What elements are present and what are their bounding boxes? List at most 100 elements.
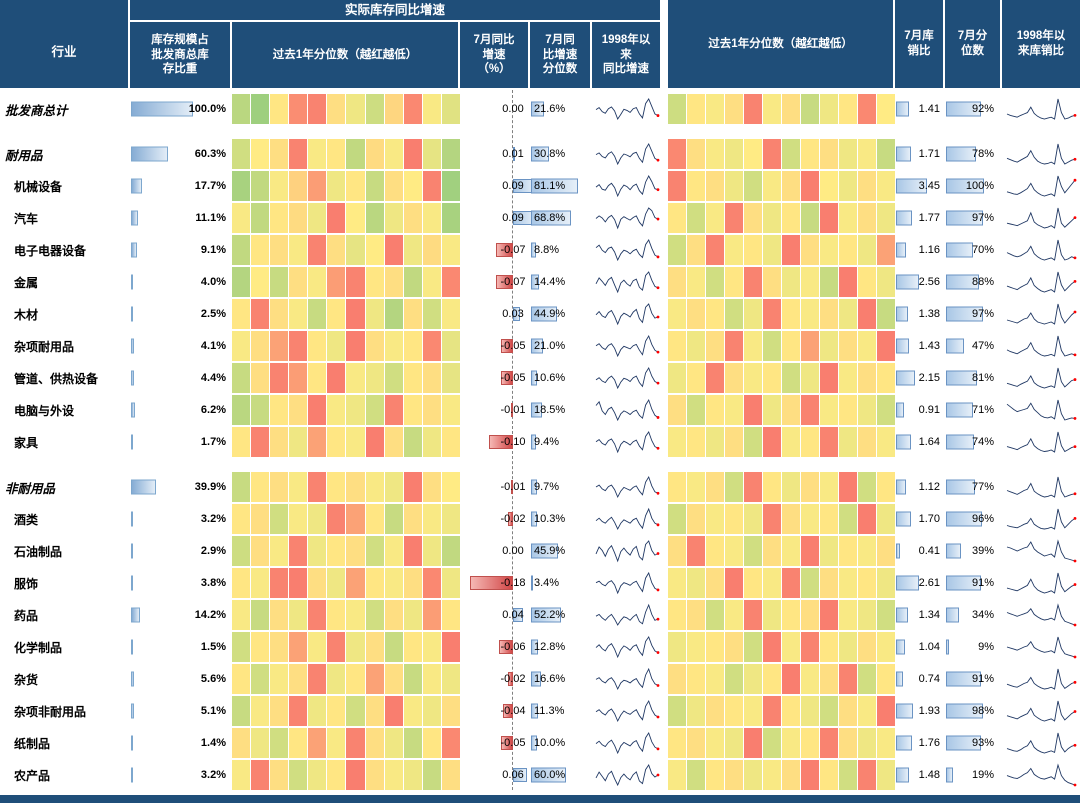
industry-label: 耐用品: [5, 148, 43, 163]
percentile-heatmap-left: [232, 234, 460, 266]
heatmap-cell: [858, 536, 876, 566]
yoy-percentile-bar: [531, 210, 571, 226]
heatmap-cell: [668, 536, 686, 566]
heatmap-cell: [232, 139, 251, 169]
yoy-percentile-bar: [531, 735, 537, 751]
inventory-sales-ratio-value: 0.91: [918, 404, 940, 416]
heatmap-cell: [858, 94, 876, 124]
heatmap-cell: [365, 363, 384, 393]
yoy-history-sparkline: [595, 303, 660, 326]
heatmap-cell: [877, 728, 895, 758]
heatmap-cell: [384, 395, 403, 425]
heatmap-cell: [782, 696, 800, 726]
industry-label: 农产品: [14, 768, 51, 783]
heatmap-cell: [706, 427, 724, 457]
heatmap-cell: [327, 235, 346, 265]
industry-label: 化学制品: [14, 640, 63, 655]
heatmap-cell: [289, 235, 308, 265]
heatmap-cell: [877, 267, 895, 297]
ratio-percentile-value: 74%: [971, 436, 994, 448]
heatmap-cell: [346, 472, 365, 502]
col-header-industry: 行业: [0, 0, 130, 88]
col-header-july-yoy-percentile: 7月同 比增速 分位数: [530, 22, 592, 88]
ratio-history-cell: [1002, 567, 1080, 599]
inventory-sales-ratio-cell: 1.43: [895, 330, 945, 362]
heatmap-cell: [725, 203, 743, 233]
july-yoy-value: -0.01: [500, 481, 526, 493]
ratio-percentile-value: 19%: [971, 769, 994, 781]
heatmap-cell: [687, 760, 705, 790]
heatmap-cell: [403, 235, 422, 265]
ratio-history-sparkline: [1006, 572, 1077, 594]
ratio-percentile-cell: 92%: [945, 93, 1002, 125]
july-yoy-cell: -0.07: [460, 234, 530, 266]
inventory-share-value: 2.9%: [200, 545, 226, 557]
inventory-sales-ratio-cell: 1.71: [895, 138, 945, 170]
ratio-percentile-value: 77%: [971, 481, 994, 493]
ratio-bar: [896, 543, 900, 559]
section-gap: [662, 535, 668, 567]
section-gap: [662, 170, 668, 202]
inventory-sales-ratio-cell: 0.91: [895, 394, 945, 426]
yoy-percentile-value: 10.6%: [534, 372, 566, 384]
july-yoy-cell: -0.06: [460, 631, 530, 663]
heatmap-cell: [327, 395, 346, 425]
section-gap: [662, 93, 668, 125]
heatmap-cell: [327, 331, 346, 361]
heatmap-cell: [687, 139, 705, 169]
heatmap-cell: [327, 139, 346, 169]
percentile-heatmap-left: [232, 138, 460, 170]
heatmap-cell: [839, 728, 857, 758]
inventory-share-cell: 6.2%: [130, 394, 232, 426]
inventory-share-cell: 4.1%: [130, 330, 232, 362]
heatmap-cell: [289, 299, 308, 329]
inventory-sales-ratio-cell: 2.15: [895, 362, 945, 394]
heatmap-cell: [422, 395, 441, 425]
heatmap-cell: [820, 664, 838, 694]
table-row: 石油制品 2.9% 0.00 45.9% 0.41 39%: [0, 535, 1080, 567]
ratio-percentile-bar: [946, 767, 954, 783]
ratio-bar: [896, 338, 909, 354]
percentile-heatmap-left: [232, 759, 460, 791]
heatmap-cell: [744, 139, 762, 169]
yoy-percentile-cell: 52.2%: [530, 599, 592, 631]
percentile-heatmap-left: [232, 362, 460, 394]
heatmap-cell: [251, 299, 270, 329]
heatmap-cell: [687, 728, 705, 758]
yoy-percentile-bar: [531, 178, 579, 194]
heatmap-cell: [687, 299, 705, 329]
table-row: 纸制品 1.4% -0.05 10.0% 1.76 93%: [0, 727, 1080, 759]
percentile-heatmap-left: [232, 266, 460, 298]
percentile-heatmap-left: [232, 394, 460, 426]
july-yoy-cell: 0.00: [460, 93, 530, 125]
ratio-percentile-cell: 47%: [945, 330, 1002, 362]
heatmap-cell: [706, 139, 724, 169]
heatmap-cell: [725, 728, 743, 758]
heatmap-cell: [441, 728, 460, 758]
yoy-percentile-value: 16.6%: [534, 673, 566, 685]
heatmap-cell: [839, 600, 857, 630]
ratio-bar: [896, 703, 914, 719]
heatmap-cell: [308, 664, 327, 694]
heatmap-cell: [877, 632, 895, 662]
industry-label: 药品: [14, 608, 39, 623]
yoy-history-sparkline: [595, 475, 660, 499]
inventory-share-value: 3.8%: [200, 577, 226, 589]
yoy-history-cell: [592, 202, 662, 234]
percentile-heatmap-right: [668, 503, 895, 535]
heatmap-cell: [289, 536, 308, 566]
heatmap-cell: [858, 267, 876, 297]
inventory-sales-ratio-cell: 1.77: [895, 202, 945, 234]
heatmap-cell: [801, 203, 819, 233]
inventory-share-bar: [131, 671, 135, 687]
heatmap-cell: [801, 395, 819, 425]
july-yoy-cell: -0.07: [460, 266, 530, 298]
heatmap-cell: [668, 235, 686, 265]
yoy-percentile-cell: 21.0%: [530, 330, 592, 362]
july-yoy-value: 0.00: [502, 545, 524, 557]
yoy-percentile-cell: 10.3%: [530, 503, 592, 535]
july-yoy-value: -0.18: [500, 577, 526, 589]
industry-label: 杂项耐用品: [14, 339, 75, 354]
ratio-percentile-cell: 71%: [945, 394, 1002, 426]
yoy-percentile-value: 9.7%: [534, 481, 560, 493]
